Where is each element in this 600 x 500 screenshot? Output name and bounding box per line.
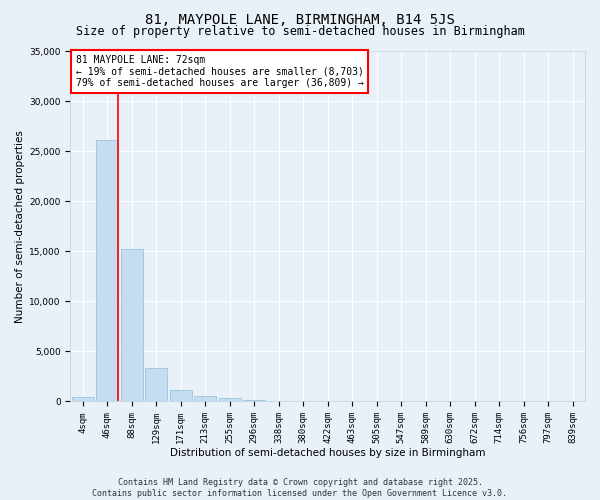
Bar (194, 396, 216, 402)
Text: Contains HM Land Registry data © Crown copyright and database right 2025.
Contai: Contains HM Land Registry data © Crown c… (92, 478, 508, 498)
Bar (121, 249, 143, 402)
Bar (145, 368, 167, 402)
Text: Size of property relative to semi-detached houses in Birmingham: Size of property relative to semi-detach… (76, 25, 524, 38)
X-axis label: Distribution of semi-detached houses by size in Birmingham: Distribution of semi-detached houses by … (170, 448, 485, 458)
Bar (218, 398, 241, 402)
Bar (243, 400, 265, 402)
Text: 81, MAYPOLE LANE, BIRMINGHAM, B14 5JS: 81, MAYPOLE LANE, BIRMINGHAM, B14 5JS (145, 12, 455, 26)
Bar (96, 140, 118, 402)
Bar (71, 398, 94, 402)
Bar (170, 390, 191, 402)
Text: 81 MAYPOLE LANE: 72sqm
← 19% of semi-detached houses are smaller (8,703)
79% of : 81 MAYPOLE LANE: 72sqm ← 19% of semi-det… (76, 54, 364, 88)
Y-axis label: Number of semi-detached properties: Number of semi-detached properties (15, 130, 25, 322)
